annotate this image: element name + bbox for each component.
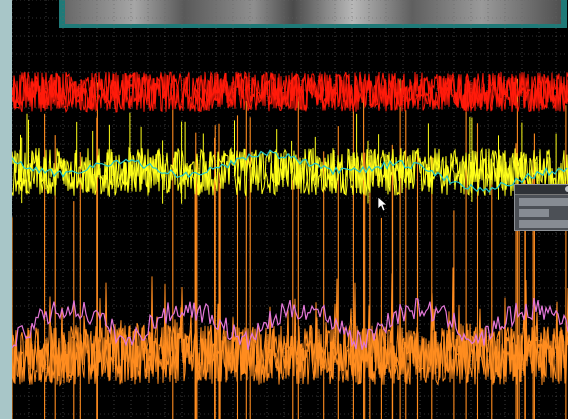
trace-red xyxy=(12,70,568,113)
video-preview-frame xyxy=(59,0,567,28)
mini-panel-titlebar[interactable] xyxy=(515,185,568,195)
trace-pink xyxy=(12,298,568,351)
arrow-cursor-icon xyxy=(377,196,388,212)
trace-canvas[interactable] xyxy=(12,0,568,419)
trace-cyan xyxy=(12,149,568,193)
trace-red xyxy=(12,70,568,113)
video-preview xyxy=(65,0,561,24)
floating-control-panel[interactable] xyxy=(514,184,568,231)
close-icon[interactable] xyxy=(565,186,568,192)
signal-plot-area[interactable] xyxy=(12,0,568,419)
mini-panel-field[interactable] xyxy=(519,209,549,217)
trace-layer xyxy=(12,70,568,419)
mini-panel-field[interactable] xyxy=(519,220,568,228)
trace-yellow xyxy=(12,146,568,197)
mini-panel-field[interactable] xyxy=(519,198,568,206)
trace-orange xyxy=(12,279,568,386)
left-panel-strip xyxy=(0,0,12,419)
